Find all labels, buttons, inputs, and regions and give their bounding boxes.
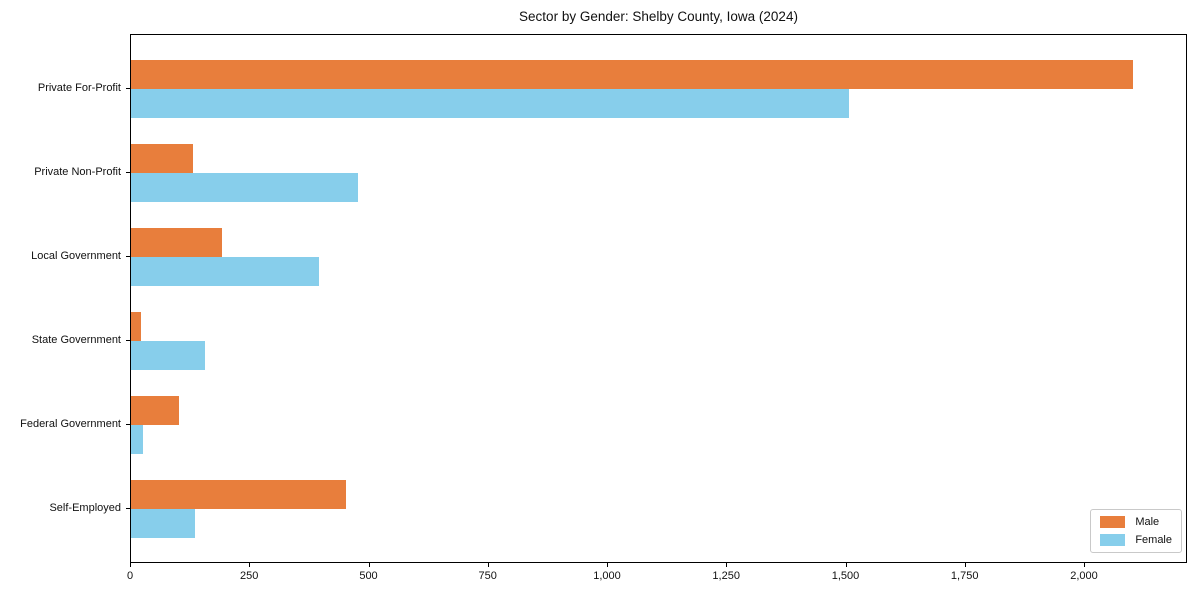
x-tick-mark-6 bbox=[845, 563, 847, 567]
x-tick-mark-3 bbox=[487, 563, 489, 567]
legend: Male Female bbox=[1090, 509, 1182, 553]
x-tick-label-6: 1,500 bbox=[831, 570, 860, 582]
y-tick-mark-local-government bbox=[126, 256, 130, 257]
bar-female-federal-government bbox=[131, 425, 143, 454]
bar-male-private-non-profit bbox=[131, 144, 193, 173]
bar-male-private-for-profit bbox=[131, 60, 1133, 89]
bar-male-state-government bbox=[131, 312, 141, 341]
y-tick-label-private-non-profit: Private Non-Profit bbox=[34, 166, 121, 178]
x-tick-mark-5 bbox=[726, 563, 728, 567]
legend-label-female: Female bbox=[1135, 534, 1172, 546]
legend-entry-male: Male bbox=[1100, 516, 1172, 528]
x-tick-label-2: 500 bbox=[359, 570, 378, 582]
y-tick-mark-private-for-profit bbox=[126, 88, 130, 89]
plot-area: Male Female bbox=[130, 34, 1187, 563]
x-tick-label-0: 0 bbox=[126, 570, 134, 582]
y-tick-mark-private-non-profit bbox=[126, 172, 130, 173]
legend-entry-female: Female bbox=[1100, 534, 1172, 546]
x-tick-mark-2 bbox=[368, 563, 370, 567]
x-tick-mark-1 bbox=[249, 563, 251, 567]
bar-male-federal-government bbox=[131, 396, 179, 425]
bar-female-private-for-profit bbox=[131, 89, 849, 118]
x-tick-label-1: 250 bbox=[240, 570, 259, 582]
x-tick-label-4: 1,000 bbox=[593, 570, 621, 582]
y-tick-label-private-for-profit: Private For-Profit bbox=[37, 82, 121, 94]
legend-swatch-female bbox=[1100, 534, 1126, 546]
chart-title: Sector by Gender: Shelby County, Iowa (2… bbox=[519, 9, 798, 24]
bar-female-local-government bbox=[131, 257, 320, 286]
y-tick-label-self-employed: Self-Employed bbox=[49, 502, 121, 514]
bar-female-state-government bbox=[131, 341, 205, 370]
x-tick-mark-4 bbox=[607, 563, 608, 567]
x-tick-label-3: 750 bbox=[478, 570, 497, 582]
x-tick-mark-8 bbox=[1084, 563, 1085, 567]
bar-female-self-employed bbox=[131, 509, 196, 538]
x-tick-mark-0 bbox=[130, 563, 131, 567]
bar-male-self-employed bbox=[131, 480, 346, 509]
bars-layer bbox=[131, 35, 1186, 562]
legend-label-male: Male bbox=[1135, 516, 1160, 528]
y-tick-label-state-government: State Government bbox=[31, 334, 121, 346]
y-tick-mark-federal-government bbox=[126, 424, 130, 425]
bar-female-private-non-profit bbox=[131, 173, 358, 202]
y-tick-label-federal-government: Federal Government bbox=[20, 418, 121, 430]
legend-swatch-male bbox=[1100, 516, 1126, 528]
y-tick-mark-state-government bbox=[126, 340, 130, 341]
x-tick-label-8: 2,000 bbox=[1070, 570, 1098, 582]
x-tick-label-7: 1,750 bbox=[950, 570, 979, 582]
x-tick-mark-7 bbox=[964, 563, 966, 567]
y-tick-mark-self-employed bbox=[126, 508, 130, 509]
y-tick-label-local-government: Local Government bbox=[31, 250, 121, 262]
x-tick-label-5: 1,250 bbox=[712, 570, 740, 582]
bar-male-local-government bbox=[131, 228, 222, 257]
